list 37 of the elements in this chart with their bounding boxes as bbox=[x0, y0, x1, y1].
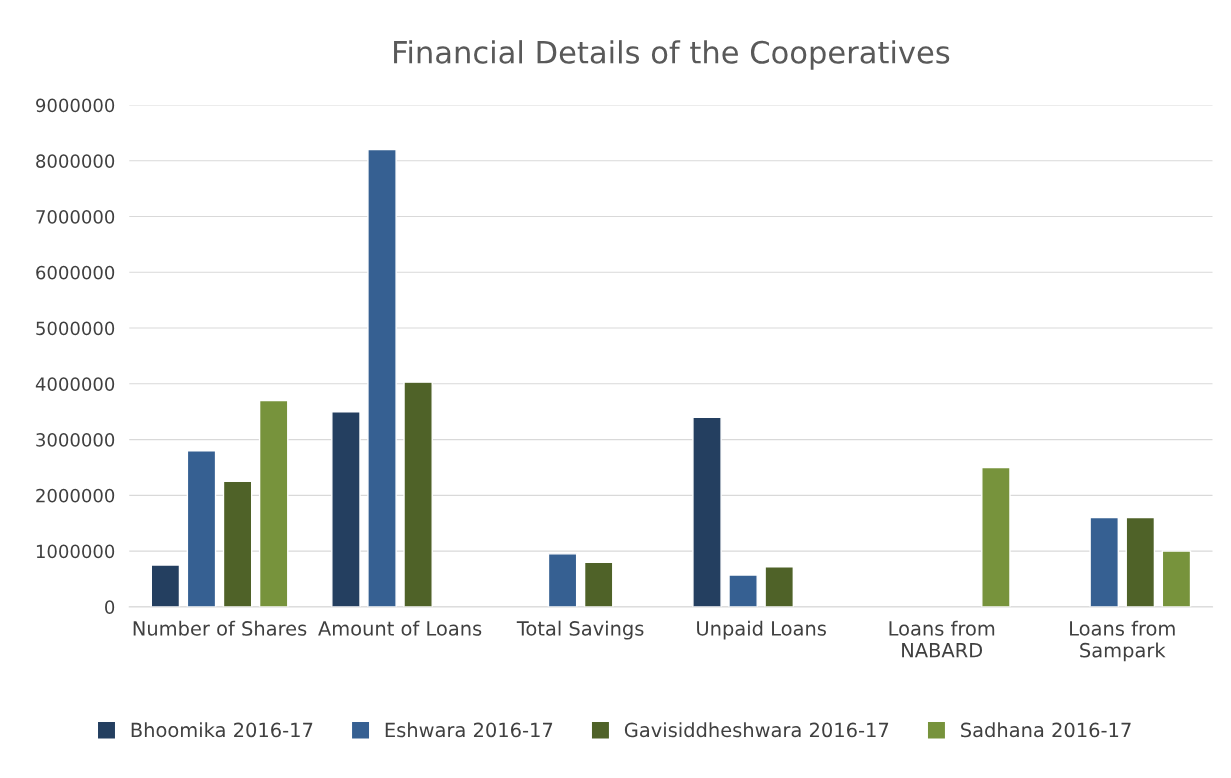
legend-label: Bhoomika 2016-17 bbox=[131, 722, 313, 738]
y-tick-label: 1000000 bbox=[36, 544, 115, 559]
chart-title: Financial Details of the Cooperatives bbox=[394, 40, 950, 70]
bar bbox=[150, 564, 181, 607]
y-tick-label: 7000000 bbox=[36, 210, 115, 224]
legend-label: Gavisiddheshwara 2016-17 bbox=[624, 722, 889, 738]
bar bbox=[258, 399, 289, 607]
bar bbox=[583, 561, 614, 607]
bar bbox=[367, 148, 397, 607]
x-tick-label: Number of Shares bbox=[133, 620, 307, 636]
x-tick-label: Total Savings bbox=[516, 620, 644, 640]
y-tick-label: 2000000 bbox=[36, 488, 115, 503]
y-tick-label: 0 bbox=[105, 600, 115, 614]
bar bbox=[403, 381, 433, 607]
x-tick-label: Loans from NABARD bbox=[889, 620, 995, 658]
bar bbox=[1161, 550, 1192, 607]
y-tick-label: 6000000 bbox=[36, 265, 115, 280]
y-tick-label: 5000000 bbox=[36, 321, 115, 336]
bar bbox=[331, 410, 361, 607]
y-tick-label: 3000000 bbox=[36, 433, 115, 447]
x-tick-label: Unpaid Loans bbox=[697, 620, 826, 640]
bar bbox=[692, 416, 722, 607]
bar bbox=[1089, 516, 1119, 607]
bar bbox=[981, 466, 1011, 607]
bar bbox=[1125, 516, 1156, 607]
y-tick-label: 9000000 bbox=[36, 98, 115, 113]
y-tick-label: 8000000 bbox=[36, 154, 115, 168]
bar bbox=[764, 566, 795, 607]
x-tick-label: Amount of Loans bbox=[318, 620, 482, 636]
bar bbox=[186, 450, 217, 607]
bar bbox=[728, 574, 758, 607]
bar bbox=[547, 553, 578, 607]
legend-label: Eshwara 2016-17 bbox=[385, 722, 553, 738]
legend-label: Sadhana 2016-17 bbox=[961, 722, 1131, 738]
bar bbox=[222, 480, 253, 607]
y-tick-label: 4000000 bbox=[35, 377, 115, 391]
x-tick-label: Loans from Sampark bbox=[1070, 620, 1175, 662]
